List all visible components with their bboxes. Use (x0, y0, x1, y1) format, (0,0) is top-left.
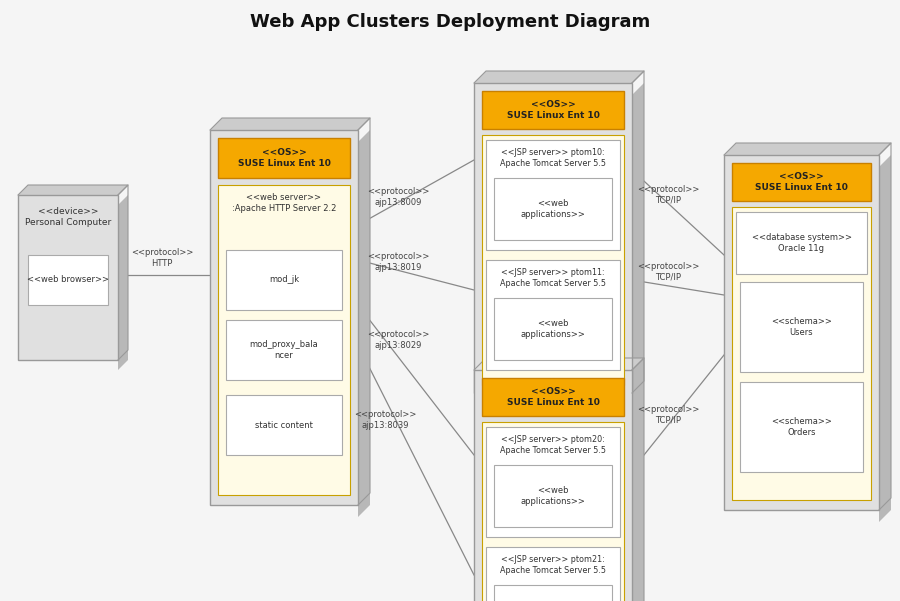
Text: <<protocol>>
HTTP: <<protocol>> HTTP (130, 248, 194, 267)
Text: <<device>>
psrv-02: Sun Fire X4150 Server: <<device>> psrv-02: Sun Fire X4150 Serve… (482, 382, 624, 401)
Polygon shape (474, 71, 644, 83)
Bar (482, 422, 624, 601)
Text: <<database system>>
Oracle 11g: <<database system>> Oracle 11g (752, 233, 851, 252)
Bar (740, 282, 863, 372)
Text: <<web
applications>>: <<web applications>> (520, 486, 585, 505)
Polygon shape (118, 195, 128, 370)
Text: <<protocol>>
TCP/IP: <<protocol>> TCP/IP (637, 262, 699, 282)
Bar (474, 83, 632, 393)
Bar (482, 135, 624, 385)
Bar (210, 130, 358, 505)
Bar (486, 140, 620, 250)
Bar (482, 378, 624, 416)
Text: <<protocol>>
ajp13:8029: <<protocol>> ajp13:8029 (367, 331, 429, 350)
Text: <<device>>
Personal Computer: <<device>> Personal Computer (25, 207, 111, 227)
Text: static content: static content (255, 421, 313, 430)
Text: <<device>>
Personal Computer: <<device>> Personal Computer (241, 142, 327, 162)
Text: <<web browser>>: <<web browser>> (27, 275, 109, 284)
Bar (474, 370, 632, 601)
Bar (28, 255, 108, 305)
Text: mod_jk: mod_jk (269, 275, 299, 284)
Polygon shape (879, 155, 891, 522)
Bar (218, 185, 350, 495)
Bar (494, 465, 612, 527)
Bar (218, 138, 350, 178)
Bar (732, 163, 871, 201)
Text: <<JSP server>> ptom20:
Apache Tomcat Server 5.5: <<JSP server>> ptom20: Apache Tomcat Ser… (500, 435, 606, 455)
Bar (226, 250, 342, 310)
Text: <<protocol>>
TCP/IP: <<protocol>> TCP/IP (637, 405, 699, 425)
Bar (740, 382, 863, 472)
Text: Web App Clusters Deployment Diagram: Web App Clusters Deployment Diagram (250, 13, 650, 31)
Polygon shape (358, 130, 370, 517)
Polygon shape (18, 185, 128, 195)
Text: <<protocol>>
ajp13:8019: <<protocol>> ajp13:8019 (367, 252, 429, 272)
Bar (494, 298, 612, 360)
Bar (732, 207, 871, 500)
Text: <<device>>
Personal Computer: <<device>> Personal Computer (510, 96, 596, 115)
Bar (226, 395, 342, 455)
Polygon shape (474, 358, 644, 370)
Polygon shape (632, 370, 644, 601)
Text: <<protocol>>
TCP/IP: <<protocol>> TCP/IP (637, 185, 699, 205)
Polygon shape (724, 143, 891, 155)
Text: <<JSP server>> ptom11:
Apache Tomcat Server 5.5: <<JSP server>> ptom11: Apache Tomcat Ser… (500, 268, 606, 288)
Bar (486, 427, 620, 537)
Text: <<OS>>
SUSE Linux Ent 10: <<OS>> SUSE Linux Ent 10 (238, 148, 330, 168)
Bar (494, 585, 612, 601)
Text: <<OS>>
SUSE Linux Ent 10: <<OS>> SUSE Linux Ent 10 (507, 100, 599, 120)
Bar (486, 260, 620, 370)
Text: <<OS>>
SUSE Linux Ent 10: <<OS>> SUSE Linux Ent 10 (755, 172, 848, 192)
Text: <<web
applications>>: <<web applications>> (520, 200, 585, 219)
Text: <<OS>>
SUSE Linux Ent 10: <<OS>> SUSE Linux Ent 10 (507, 387, 599, 407)
Text: <<schema>>
Users: <<schema>> Users (771, 317, 832, 337)
Polygon shape (632, 83, 644, 405)
Bar (226, 320, 342, 380)
Bar (736, 212, 867, 274)
Bar (486, 547, 620, 601)
Text: <<device>>
dbsrv-14: Sun SPARC Server: <<device>> dbsrv-14: Sun SPARC Server (738, 167, 865, 187)
Text: <<schema>>
Orders: <<schema>> Orders (771, 417, 832, 437)
Text: <<JSP server>> ptom21:
Apache Tomcat Server 5.5: <<JSP server>> ptom21: Apache Tomcat Ser… (500, 555, 606, 575)
Text: <<web
applications>>: <<web applications>> (520, 319, 585, 339)
Bar (494, 178, 612, 240)
Text: mod_proxy_bala
ncer: mod_proxy_bala ncer (249, 340, 319, 360)
Bar (724, 155, 879, 510)
Text: <<protocol>>
ajp13:8009: <<protocol>> ajp13:8009 (367, 188, 429, 207)
Text: <<protocol>>
ajp13:8039: <<protocol>> ajp13:8039 (354, 410, 416, 430)
Text: <<web server>>
:Apache HTTP Server 2.2: <<web server>> :Apache HTTP Server 2.2 (232, 194, 337, 213)
Bar (18, 195, 118, 360)
Text: <<JSP server>> ptom10:
Apache Tomcat Server 5.5: <<JSP server>> ptom10: Apache Tomcat Ser… (500, 148, 606, 168)
Polygon shape (210, 118, 370, 130)
Bar (482, 91, 624, 129)
